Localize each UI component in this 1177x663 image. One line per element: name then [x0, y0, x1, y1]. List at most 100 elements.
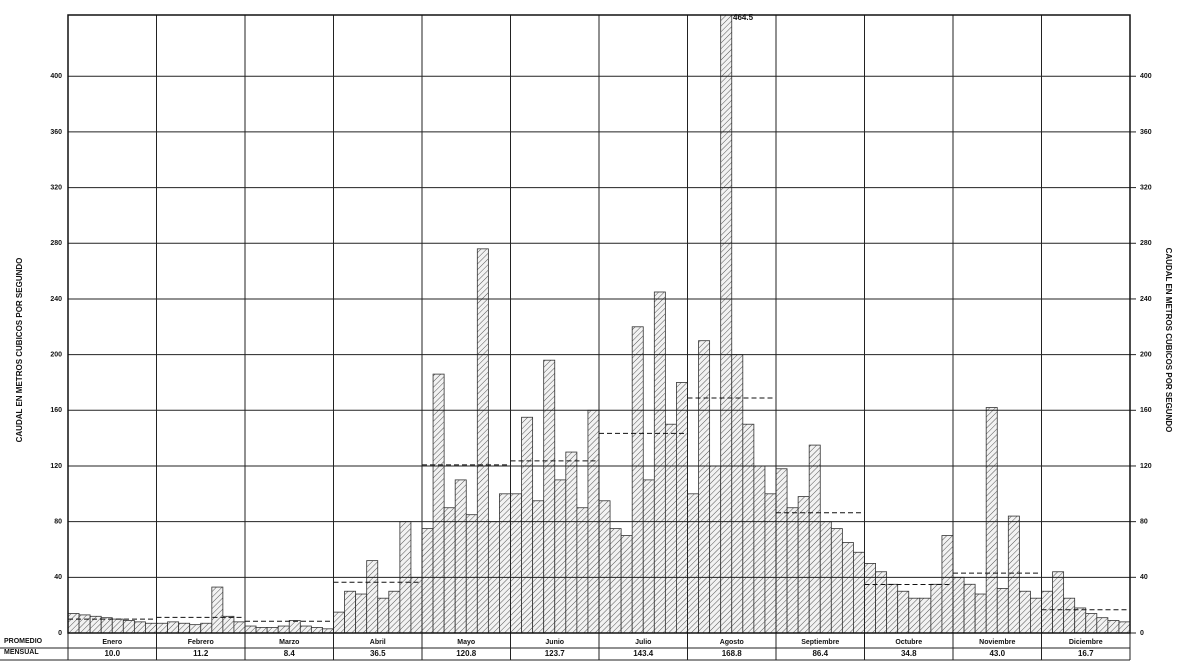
flow-bar — [841, 542, 854, 633]
mean-label: 34.8 — [901, 649, 917, 658]
flow-bar — [366, 560, 379, 633]
flow-bar — [886, 583, 899, 633]
mean-label: 10.0 — [104, 649, 120, 658]
month-label: Octubre — [895, 639, 922, 646]
flow-bar — [476, 248, 489, 633]
flow-bar — [631, 326, 644, 633]
flow-bar — [786, 507, 799, 633]
y2-tick-label: 40 — [1140, 574, 1148, 581]
flow-bar — [432, 373, 445, 633]
flow-bar — [1052, 571, 1065, 633]
flow-bar — [510, 493, 522, 633]
month-label: Marzo — [279, 639, 299, 646]
mean-label: 120.8 — [456, 649, 477, 658]
flow-bar — [200, 622, 213, 633]
flow-bar — [145, 622, 157, 633]
flow-bar — [753, 465, 766, 633]
flow-bar — [244, 625, 257, 633]
flow-bar — [930, 583, 943, 633]
mean-label: 11.2 — [193, 649, 209, 658]
y-tick-label: 200 — [50, 351, 62, 358]
flow-bar — [277, 625, 290, 633]
flow-bar — [68, 613, 80, 633]
flow-bar — [1007, 515, 1020, 633]
table-label: PROMEDIO — [4, 638, 43, 645]
month-label: Junio — [545, 639, 564, 646]
mean-label: 86.4 — [812, 649, 828, 658]
mean-label: 143.4 — [633, 649, 654, 658]
y-tick-label: 320 — [50, 184, 62, 191]
y-tick-label: 0 — [58, 630, 62, 637]
y-tick-label: 280 — [50, 240, 62, 247]
flow-bar — [830, 528, 843, 633]
flow-bar — [996, 588, 1009, 633]
flow-bar — [653, 291, 666, 633]
flow-bar — [1063, 597, 1076, 633]
month-label: Julio — [635, 639, 651, 646]
flow-bar — [676, 382, 688, 633]
flow-bar — [299, 625, 312, 633]
flow-bar — [499, 493, 511, 633]
flow-bar — [189, 624, 202, 633]
flow-bar — [1030, 597, 1042, 633]
flow-bar — [775, 468, 788, 633]
flow-bar — [521, 416, 534, 633]
flow-bar — [156, 622, 168, 633]
month-label: Diciembre — [1069, 639, 1103, 646]
flow-bar — [764, 493, 777, 633]
y-axis-label: CAUDAL EN METROS CUBICOS POR SEGUNDO — [15, 258, 24, 443]
flow-bar — [532, 500, 545, 633]
mean-label: 123.7 — [545, 649, 566, 658]
flow-bar — [266, 627, 279, 633]
flow-bar — [963, 583, 976, 633]
y-tick-label: 120 — [50, 463, 62, 470]
flow-bar — [698, 340, 711, 633]
y2-tick-label: 160 — [1140, 407, 1152, 414]
y-tick-label: 160 — [50, 407, 62, 414]
y-tick-label: 80 — [54, 518, 62, 525]
month-label: Noviembre — [979, 639, 1015, 646]
y-tick-label: 40 — [54, 574, 62, 581]
month-label: Febrero — [188, 639, 214, 646]
flow-bar — [642, 479, 655, 633]
flow-bar — [554, 479, 567, 633]
flow-bar — [875, 571, 888, 633]
flow-bar — [853, 551, 865, 633]
flow-bar — [609, 528, 622, 633]
flow-bar — [952, 576, 965, 633]
y2-axis-label: CAUDAL EN METROS CUBICOS POR SEGUNDO — [1164, 248, 1173, 433]
flow-bar — [864, 563, 876, 633]
y2-tick-label: 400 — [1140, 73, 1152, 80]
month-label: Septiembre — [801, 639, 839, 646]
annotation: 464.5 — [733, 13, 754, 22]
flow-bar — [543, 359, 556, 633]
flow-bar — [1118, 621, 1130, 633]
mean-label: 8.4 — [284, 649, 296, 658]
flow-bar — [687, 493, 699, 633]
flow-bar — [410, 576, 423, 633]
flow-bar — [985, 407, 998, 633]
flow-bar — [908, 597, 921, 633]
y2-tick-label: 0 — [1140, 630, 1144, 637]
flow-bar — [78, 614, 91, 633]
flow-bar — [310, 627, 323, 633]
flow-bar — [598, 500, 611, 633]
flow-bar — [709, 465, 722, 633]
flow-bar — [897, 590, 910, 633]
flow-bar — [919, 597, 932, 633]
flow-bar — [576, 507, 589, 633]
flow-bar — [344, 590, 357, 633]
flow-bar — [388, 590, 401, 633]
flow-bar — [797, 496, 810, 633]
flow-bar — [355, 593, 368, 633]
y-tick-label: 240 — [50, 296, 62, 303]
flow-bar — [133, 621, 146, 633]
flow-bar — [1041, 590, 1053, 633]
flow-bar — [1096, 617, 1109, 633]
flow-bar — [1085, 613, 1098, 633]
flow-bar — [664, 423, 677, 633]
flow-bar — [255, 627, 268, 633]
flow-bar — [454, 479, 467, 633]
mean-label: 43.0 — [989, 649, 1005, 658]
flow-bar — [233, 621, 246, 633]
